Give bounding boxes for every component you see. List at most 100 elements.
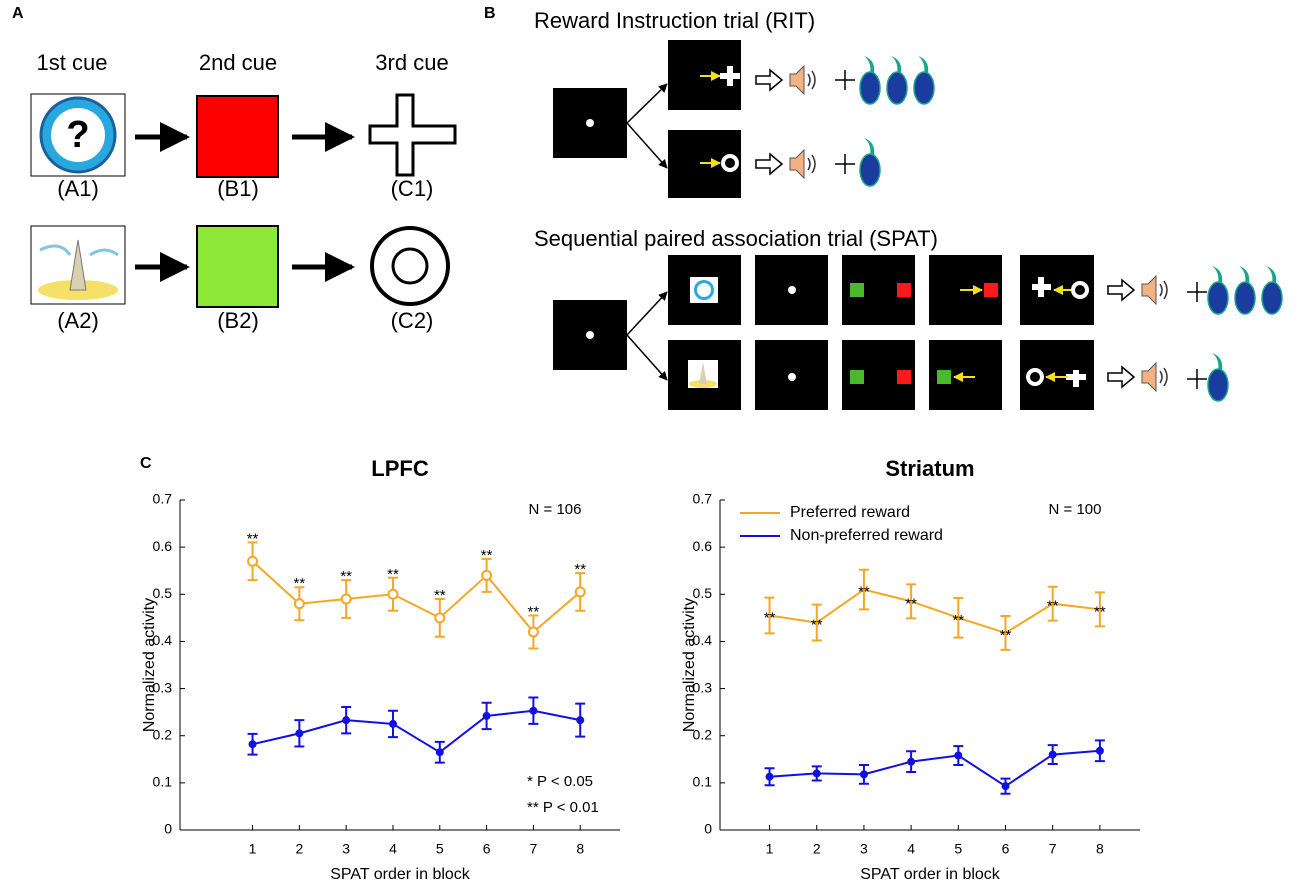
significance-marker: ** [294, 575, 306, 592]
column-header: 2nd cue [199, 50, 277, 75]
point [295, 729, 304, 738]
point [1048, 750, 1057, 759]
point [1095, 746, 1104, 755]
significance-marker: ** [858, 584, 870, 601]
point [387, 588, 399, 600]
cue-c1 [368, 93, 457, 177]
x-tick-label: 6 [1002, 841, 1010, 857]
cue-label: (C1) [391, 176, 434, 201]
y-axis-title: Normalized activity [141, 598, 158, 732]
point [529, 706, 538, 715]
significance-marker: ** [1000, 627, 1012, 644]
cue-a1: ? [30, 93, 126, 177]
series-line [769, 588, 1101, 635]
y-tick-label: 0.4 [153, 632, 173, 648]
annotation: N = 100 [1049, 501, 1102, 518]
error-bar [1047, 585, 1058, 622]
point [765, 772, 774, 781]
y-tick-label: 0.3 [153, 679, 173, 695]
spat-title: Sequential paired association trial (SPA… [534, 226, 938, 251]
significance-marker: ** [481, 547, 493, 564]
x-tick-label: 7 [1049, 841, 1057, 857]
point [340, 593, 352, 605]
chart-title: Striatum [885, 456, 974, 481]
cue-c2-inner [391, 247, 429, 285]
panel-label: A [12, 5, 24, 22]
significance-marker: ** [387, 566, 399, 583]
legend-label: Preferred reward [790, 504, 910, 521]
significance-marker: ** [247, 530, 259, 547]
y-tick-label: 0 [704, 821, 712, 837]
panel-label: C [140, 455, 152, 472]
point [247, 555, 259, 567]
point [812, 769, 821, 778]
spat-diagram [553, 255, 1283, 410]
x-axis-title: SPAT order in block [330, 866, 471, 883]
point [574, 586, 586, 598]
series-line [769, 749, 1100, 788]
point [342, 716, 351, 725]
significance-marker: ** [434, 587, 446, 604]
svg-text:?: ? [66, 114, 89, 156]
significance-marker: ** [574, 561, 586, 578]
point [388, 719, 397, 728]
x-tick-label: 7 [530, 841, 538, 857]
rit-diagram [553, 40, 935, 198]
x-tick-label: 8 [1096, 841, 1104, 857]
error-bar [811, 603, 822, 642]
point [1001, 782, 1010, 791]
y-tick-label: 0.5 [693, 585, 713, 601]
y-tick-label: 0.2 [693, 726, 713, 742]
error-bar [953, 597, 964, 639]
point [435, 748, 444, 757]
point [859, 770, 868, 779]
cue-label: (B2) [217, 308, 259, 333]
cue-label: (C2) [391, 308, 434, 333]
x-tick-label: 3 [860, 841, 868, 857]
point [527, 626, 539, 638]
x-tick-label: 4 [907, 841, 915, 857]
panel-label: B [484, 5, 496, 22]
x-tick-label: 1 [766, 841, 774, 857]
legend-label: Non-preferred reward [790, 527, 943, 544]
error-bar [1094, 591, 1105, 628]
column-header: 3rd cue [375, 50, 448, 75]
point [482, 711, 491, 720]
significance-legend: ** P < 0.01 [527, 799, 599, 816]
cue-b2 [196, 225, 279, 308]
point [576, 716, 585, 725]
x-tick-label: 6 [483, 841, 491, 857]
significance-marker: ** [764, 609, 776, 626]
error-bar [1000, 614, 1011, 651]
y-axis-title: Normalized activity [681, 598, 698, 732]
annotation: N = 106 [529, 501, 582, 518]
y-tick-label: 0.4 [693, 632, 713, 648]
x-tick-label: 3 [342, 841, 350, 857]
y-tick-label: 0.6 [693, 538, 713, 554]
x-axis-title: SPAT order in block [860, 866, 1001, 883]
y-tick-label: 0.1 [153, 774, 173, 790]
y-tick-label: 0.7 [693, 491, 713, 507]
cue-b1 [196, 95, 279, 178]
y-tick-label: 0.6 [153, 538, 173, 554]
y-tick-label: 0.3 [693, 679, 713, 695]
significance-marker: ** [952, 612, 964, 629]
point [954, 751, 963, 760]
series-line [252, 709, 581, 754]
error-bar [764, 596, 775, 635]
cue-a2 [30, 225, 126, 305]
x-tick-label: 4 [389, 841, 397, 857]
column-header: 1st cue [37, 50, 108, 75]
series-line [251, 560, 581, 634]
cue-c2 [370, 226, 450, 306]
cue-label: (B1) [217, 176, 259, 201]
error-bar [906, 583, 917, 620]
point [434, 612, 446, 624]
cue-label: (A1) [57, 176, 99, 201]
y-tick-label: 0.7 [153, 491, 173, 507]
point [248, 740, 257, 749]
x-tick-label: 5 [436, 841, 444, 857]
rit-title: Reward Instruction trial (RIT) [534, 8, 815, 33]
